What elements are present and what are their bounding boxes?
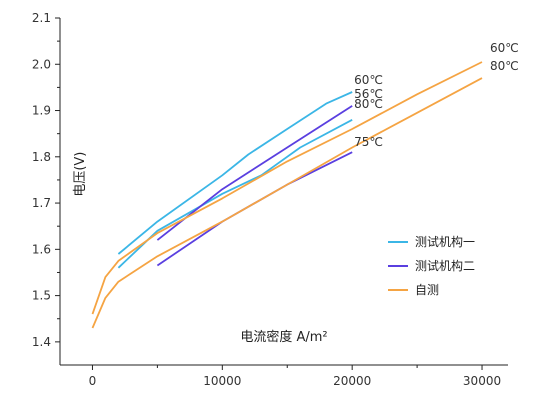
x-tick-label: 30000 (463, 374, 501, 388)
series-labels: 60℃80℃56℃75℃60℃80℃ (354, 41, 519, 149)
x-tick-label: 10000 (203, 374, 241, 388)
series-end-label: 60℃ (354, 73, 383, 87)
series-line (117, 91, 353, 255)
series-line (117, 119, 353, 269)
y-tick-label: 1.5 (32, 289, 51, 303)
y-tick-label: 1.8 (32, 150, 51, 164)
x-axis-label: 电流密度 A/m² (240, 329, 327, 345)
legend-label: 自测 (415, 283, 439, 297)
x-tick-label: 0 (89, 374, 97, 388)
legend-label: 测试机构二 (415, 258, 475, 273)
y-tick-label: 1.7 (32, 196, 51, 210)
series-end-label: 75℃ (354, 135, 383, 149)
series-end-label: 80℃ (354, 97, 383, 111)
y-axis-label: 电压(V) (73, 152, 88, 197)
y-tick-label: 1.6 (32, 242, 51, 256)
x-tick-label: 20000 (333, 374, 371, 388)
series-end-label: 56℃ (354, 87, 383, 101)
axes: 1.4 1.5 1.6 1.7 1.8 1.9 2.0 2.1 0 10000 20000 30000 (32, 11, 508, 388)
y-tick-label: 2.1 (32, 11, 51, 25)
legend-label: 测试机构一 (415, 234, 475, 249)
series-end-label: 80℃ (490, 59, 519, 73)
series-end-label: 60℃ (490, 41, 519, 55)
y-tick-label: 1.4 (32, 335, 51, 349)
series-line (91, 77, 483, 329)
y-tick-label: 2.0 (32, 57, 51, 71)
series-line (91, 61, 483, 315)
series-line (156, 105, 353, 241)
series-layer (91, 61, 483, 329)
y-tick-label: 1.9 (32, 104, 51, 118)
